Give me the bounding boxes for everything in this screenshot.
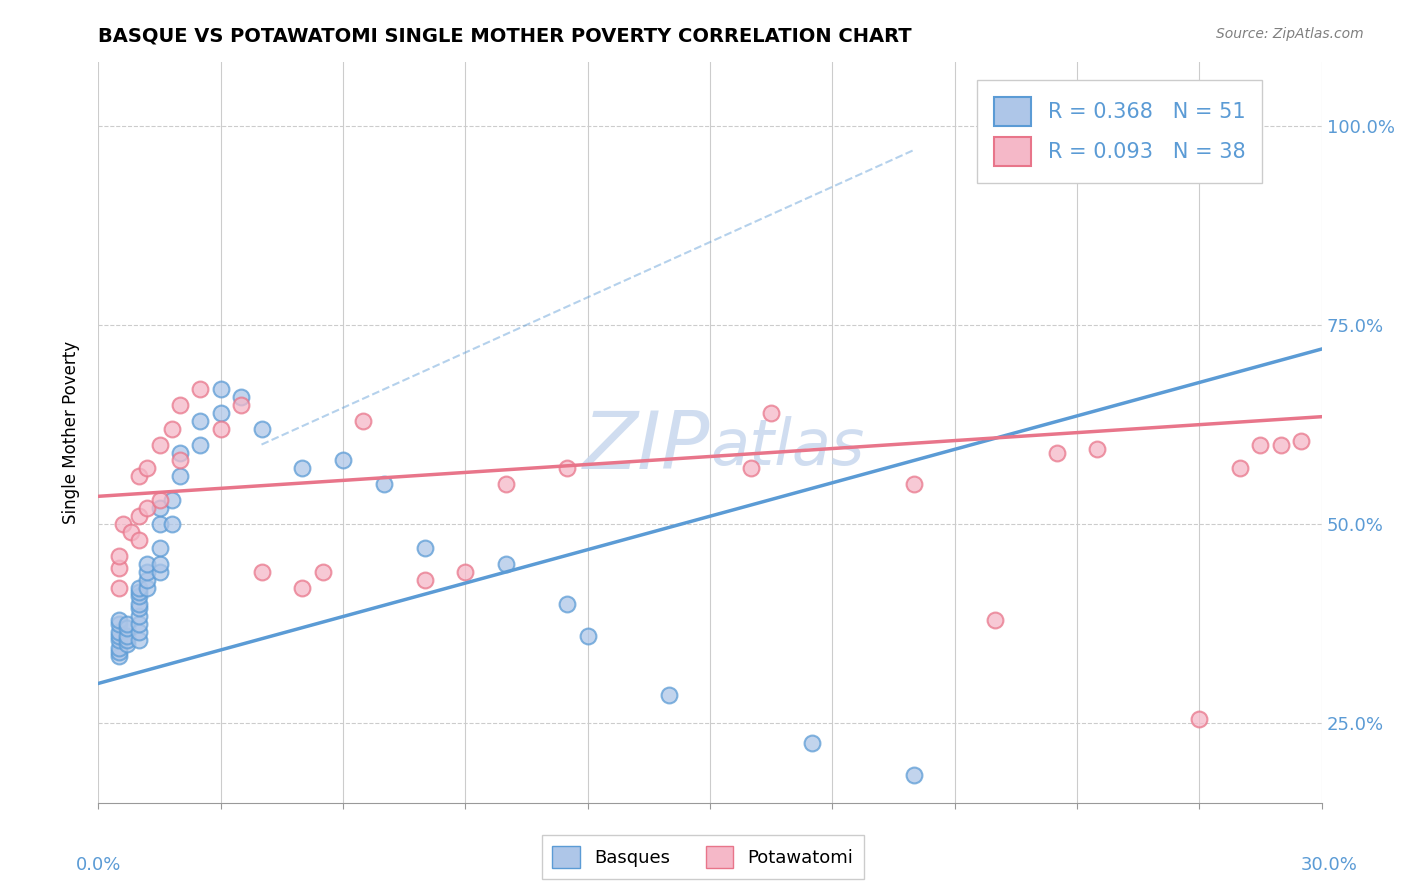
Point xyxy=(160,422,183,436)
Point xyxy=(128,608,150,623)
Point xyxy=(169,445,191,459)
Point xyxy=(128,589,150,603)
Point xyxy=(312,565,335,579)
Point xyxy=(108,640,131,655)
Point xyxy=(149,493,172,508)
Point xyxy=(136,501,159,516)
Point xyxy=(128,600,150,615)
Point xyxy=(1045,445,1069,459)
Point xyxy=(149,517,172,532)
Point xyxy=(169,398,191,412)
Point xyxy=(108,581,131,595)
Point xyxy=(332,453,354,467)
Point xyxy=(555,597,579,611)
Point xyxy=(128,584,150,599)
Point xyxy=(352,414,374,428)
Text: 0.0%: 0.0% xyxy=(76,856,121,874)
Point xyxy=(1229,461,1251,475)
Point xyxy=(231,398,253,412)
Point xyxy=(413,573,436,587)
Point xyxy=(801,736,824,750)
Point xyxy=(576,629,599,643)
Point xyxy=(160,493,183,508)
Point xyxy=(495,557,517,571)
Y-axis label: Single Mother Poverty: Single Mother Poverty xyxy=(62,341,80,524)
Point xyxy=(115,616,138,631)
Point xyxy=(149,557,172,571)
Point xyxy=(373,477,395,491)
Point xyxy=(108,648,131,663)
Point xyxy=(555,461,579,475)
Point xyxy=(160,517,183,532)
Point xyxy=(761,406,783,420)
Point xyxy=(454,565,477,579)
Point xyxy=(1085,442,1108,456)
Text: Source: ZipAtlas.com: Source: ZipAtlas.com xyxy=(1216,27,1364,41)
Point xyxy=(1270,437,1292,451)
Point xyxy=(1291,434,1313,448)
Point xyxy=(136,573,159,587)
Point xyxy=(108,561,131,575)
Point xyxy=(108,616,131,631)
Point xyxy=(128,632,150,647)
Point xyxy=(1249,437,1271,451)
Legend: Basques, Potawatomi: Basques, Potawatomi xyxy=(541,835,865,879)
Legend: R = 0.368   N = 51, R = 0.093   N = 38: R = 0.368 N = 51, R = 0.093 N = 38 xyxy=(977,80,1263,183)
Point xyxy=(108,629,131,643)
Point xyxy=(108,644,131,658)
Point xyxy=(1229,119,1251,133)
Point xyxy=(136,461,159,475)
Point xyxy=(984,613,1007,627)
Point xyxy=(108,549,131,563)
Point xyxy=(136,557,159,571)
Point xyxy=(128,624,150,639)
Point xyxy=(128,469,150,483)
Point xyxy=(188,414,212,428)
Point xyxy=(128,597,150,611)
Point xyxy=(115,637,138,651)
Point xyxy=(188,437,212,451)
Point xyxy=(128,509,150,524)
Point xyxy=(115,621,138,635)
Point xyxy=(128,581,150,595)
Point xyxy=(149,541,172,555)
Point xyxy=(128,616,150,631)
Point xyxy=(250,422,273,436)
Point xyxy=(149,437,172,451)
Point xyxy=(231,390,253,404)
Point xyxy=(658,689,681,703)
Point xyxy=(209,422,232,436)
Point xyxy=(413,541,436,555)
Point xyxy=(169,469,191,483)
Point xyxy=(136,581,159,595)
Point xyxy=(128,533,150,547)
Point xyxy=(115,632,138,647)
Point xyxy=(115,629,138,643)
Point xyxy=(108,632,131,647)
Point xyxy=(111,517,134,532)
Point xyxy=(903,768,925,782)
Point xyxy=(188,382,212,396)
Point xyxy=(169,453,191,467)
Text: BASQUE VS POTAWATOMI SINGLE MOTHER POVERTY CORRELATION CHART: BASQUE VS POTAWATOMI SINGLE MOTHER POVER… xyxy=(98,27,912,45)
Point xyxy=(740,461,762,475)
Point xyxy=(291,581,314,595)
Point xyxy=(209,406,232,420)
Point xyxy=(120,525,142,540)
Point xyxy=(250,565,273,579)
Text: 30.0%: 30.0% xyxy=(1301,856,1357,874)
Point xyxy=(1188,712,1211,726)
Point xyxy=(149,501,172,516)
Point xyxy=(903,477,925,491)
Point xyxy=(108,624,131,639)
Point xyxy=(108,613,131,627)
Point xyxy=(291,461,314,475)
Text: ZIP: ZIP xyxy=(582,409,710,486)
Point xyxy=(209,382,232,396)
Text: atlas: atlas xyxy=(710,417,865,478)
Point xyxy=(149,565,172,579)
Point xyxy=(495,477,517,491)
Point xyxy=(136,565,159,579)
